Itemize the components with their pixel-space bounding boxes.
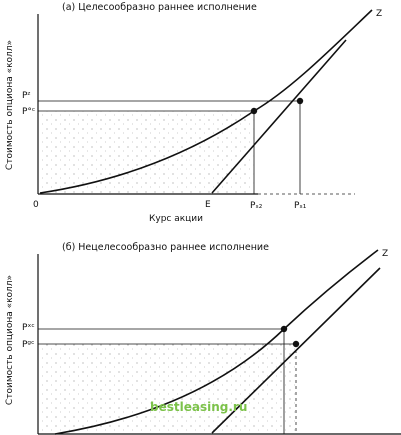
panel-a-shaded-area <box>38 111 254 193</box>
panel-a-label-ps2: Pₛ₂ <box>250 201 263 211</box>
panel-a-label-e: E <box>205 200 211 210</box>
panel-a-point-ps1 <box>296 97 304 105</box>
panel-a-title: (а) Целесообразно раннее исполнение <box>62 2 257 13</box>
panel-a-label-ps1: Pₛ₁ <box>294 201 307 211</box>
panel-a-point-ps2 <box>250 107 258 115</box>
panel-a: (а) Целесообразно раннее исполнение Z Pᶻ… <box>5 2 382 224</box>
panel-b-upper-curve <box>283 249 379 330</box>
panel-b-label-px: Pˣᶜ <box>22 323 35 333</box>
panel-b-title: (б) Нецелесообразно раннее исполнение <box>62 242 269 253</box>
panel-a-upper-curve <box>253 9 373 112</box>
panel-b-intrinsic-line <box>211 267 381 434</box>
panel-a-y-axis-label: Стоимость опциона «колл» <box>5 40 15 170</box>
panel-b: (б) Нецелесообразно раннее исполнение Z … <box>5 242 401 435</box>
panel-b-label-pg: Pᵍᶜ <box>22 340 34 350</box>
panel-a-x-axis-label: Курс акции <box>149 214 203 224</box>
panel-a-value-curve <box>39 110 255 194</box>
panel-a-origin-label: 0 <box>33 200 39 210</box>
watermark: bestleasing.ru <box>150 400 247 414</box>
panel-b-value-curve <box>54 328 285 435</box>
panel-a-label-pz: Pᶻ <box>22 91 31 101</box>
panel-b-curve-label: Z <box>382 249 388 259</box>
panel-b-point-2 <box>292 340 300 348</box>
panel-b-y-axis-label: Стоимость опциона «колл» <box>5 275 15 405</box>
panel-b-shaded-area <box>38 344 296 434</box>
panel-a-curve-label: Z <box>376 9 382 19</box>
panel-b-point-1 <box>280 325 288 333</box>
panel-a-label-pc: P°ᶜ <box>22 107 35 117</box>
panel-a-intrinsic-line <box>211 39 347 194</box>
